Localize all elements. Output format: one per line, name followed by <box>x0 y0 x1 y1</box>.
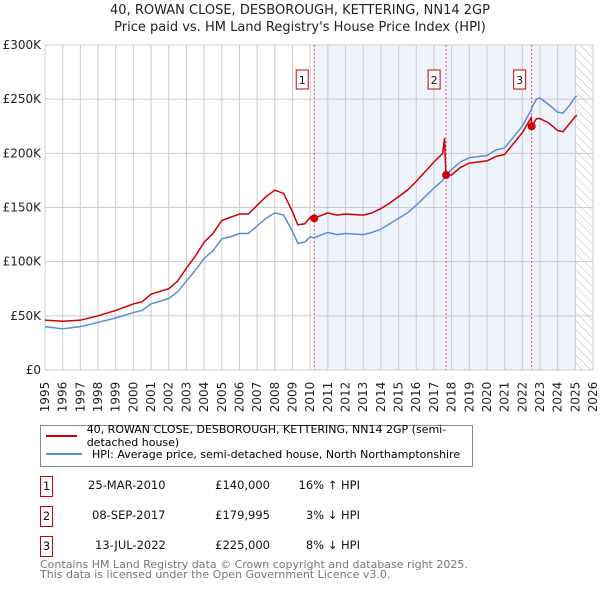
legend-label: HPI: Average price, semi-detached house,… <box>92 447 461 461</box>
sale-price: £140,000 <box>215 478 270 492</box>
x-tick-label: 2007 <box>250 382 264 413</box>
price-chart: 1995 1996 1997 1998 1999 2000 2001 2002 2003 2004… <box>3 38 600 413</box>
sale-point <box>442 171 451 180</box>
x-tick-label: 2022 <box>515 382 529 413</box>
x-tick-label: 2020 <box>480 382 494 413</box>
sale-label-box <box>295 69 309 90</box>
x-tick-label: 1995 <box>38 382 52 413</box>
sale-price: £179,995 <box>215 508 270 522</box>
x-tick-label: 2017 <box>427 382 441 413</box>
x-tick-label: 2002 <box>162 382 176 413</box>
x-tick-label: 2004 <box>197 382 211 413</box>
sale-point <box>310 214 319 223</box>
sale-hpi-diff: 8% ↓ HPI <box>305 538 360 552</box>
footer: Contains HM Land Registry data © Crown c… <box>40 558 468 581</box>
x-tick-label: 2012 <box>339 382 353 413</box>
legend-item-property: 40, ROWAN CLOSE, DESBOROUGH, KETTERING, … <box>41 423 472 449</box>
x-tick-label: 2024 <box>551 382 565 413</box>
y-tick-label: £200K <box>3 146 43 160</box>
sale-date: 13-JUL-2022 <box>95 538 166 552</box>
footer-line: This data is licensed under the Open Gov… <box>40 568 391 581</box>
sale-point <box>527 122 536 131</box>
sale-date: 25-MAR-2010 <box>88 478 166 492</box>
x-tick-label: 2011 <box>321 382 335 413</box>
y-tick-label: £150K <box>3 201 43 215</box>
x-tick-label: 1996 <box>56 382 70 413</box>
x-tick-label: 2019 <box>462 382 476 413</box>
legend-swatch-blue <box>46 453 82 455</box>
footer-line: Contains HM Land Registry data © Crown c… <box>40 558 468 571</box>
y-tick-label: £250K <box>3 92 43 106</box>
x-tick-label: 2010 <box>303 382 317 413</box>
x-tick-label: 2023 <box>533 382 547 413</box>
x-tick-label: 2015 <box>392 382 406 413</box>
legend-label: 40, ROWAN CLOSE, DESBOROUGH, KETTERING, … <box>86 423 447 449</box>
sale-label: 1 <box>299 74 306 87</box>
y-tick-label: £50K <box>10 309 42 323</box>
sale-hpi-diff: 3% ↓ HPI <box>305 508 360 522</box>
x-tick-label: 2001 <box>144 382 158 413</box>
sale-label: 3 <box>516 74 523 87</box>
x-tick-label: 2005 <box>215 382 229 413</box>
sale-date: 08-SEP-2017 <box>92 508 166 522</box>
legend-item-hpi: HPI: Average price, semi-detached house,… <box>41 446 460 462</box>
x-tick-label: 2014 <box>374 382 388 413</box>
x-tick-label: 2018 <box>445 382 459 413</box>
chart-subtitle: Price paid vs. HM Land Registry's House … <box>114 20 486 35</box>
x-tick-label: 2003 <box>179 382 193 413</box>
sale-label-box <box>513 69 527 90</box>
x-tick-label: 2006 <box>232 382 246 413</box>
x-tick-label: 2009 <box>285 382 299 413</box>
x-tick-label: 2026 <box>586 382 600 413</box>
sale-label-box <box>427 69 441 90</box>
sale-hpi-diff: 16% ↑ HPI <box>298 478 360 492</box>
x-tick-label: 2000 <box>126 382 140 413</box>
sale-number-box: 2 <box>40 506 53 527</box>
x-tick-label: 1997 <box>73 382 87 413</box>
sale-price: £225,000 <box>215 538 270 552</box>
x-tick-label: 2016 <box>409 382 423 413</box>
x-tick-label: 2025 <box>568 382 582 413</box>
y-tick-label: £100K <box>3 255 43 269</box>
y-tick-label: £300K <box>3 38 43 52</box>
x-tick-label: 1998 <box>91 382 105 413</box>
x-tick-label: 1999 <box>109 382 123 413</box>
sale-number-box: 1 <box>40 476 53 497</box>
plot-border <box>44 44 594 371</box>
sale-number-box: 3 <box>40 536 53 557</box>
series-line-property <box>44 114 578 323</box>
sale-label: 2 <box>431 74 438 87</box>
x-tick-label: 2021 <box>498 382 512 413</box>
legend-swatch-red <box>46 435 77 437</box>
y-tick-label: £0 <box>26 363 41 377</box>
x-tick-label: 2013 <box>356 382 370 413</box>
x-tick-label: 2008 <box>268 382 282 413</box>
legend: 40, ROWAN CLOSE, DESBOROUGH, KETTERING, … <box>40 423 473 467</box>
series-line-hpi <box>44 95 578 330</box>
chart-title: 40, ROWAN CLOSE, DESBOROUGH, KETTERING, … <box>110 3 490 18</box>
